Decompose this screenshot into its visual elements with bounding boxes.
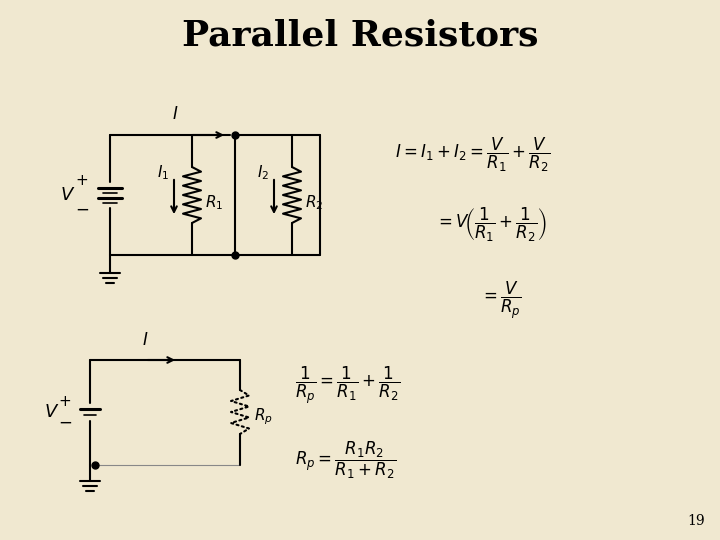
Text: $-$: $-$ (75, 200, 89, 218)
Text: $R_2$: $R_2$ (305, 194, 323, 212)
Text: $I_1$: $I_1$ (157, 164, 169, 183)
Text: $R_p = \dfrac{R_1 R_2}{R_1 + R_2}$: $R_p = \dfrac{R_1 R_2}{R_1 + R_2}$ (295, 440, 396, 481)
Text: $R_1$: $R_1$ (205, 194, 223, 212)
Text: Parallel Resistors: Parallel Resistors (181, 18, 539, 52)
Text: $+$: $+$ (58, 395, 71, 409)
Text: $I$: $I$ (142, 332, 148, 349)
Text: $= V\!\left(\dfrac{1}{R_1} + \dfrac{1}{R_2}\right)$: $= V\!\left(\dfrac{1}{R_1} + \dfrac{1}{R… (435, 206, 547, 244)
Text: $V$: $V$ (60, 186, 76, 204)
Text: $I = I_1 + I_2 = \dfrac{V}{R_1} + \dfrac{V}{R_2}$: $I = I_1 + I_2 = \dfrac{V}{R_1} + \dfrac… (395, 136, 550, 174)
Text: $V$: $V$ (45, 403, 60, 421)
Text: $-$: $-$ (58, 414, 72, 430)
Text: $= \dfrac{V}{R_p}$: $= \dfrac{V}{R_p}$ (480, 279, 522, 321)
Text: $I$: $I$ (172, 106, 179, 123)
Text: 19: 19 (688, 514, 705, 528)
Text: $+$: $+$ (76, 174, 89, 188)
Text: $R_p$: $R_p$ (254, 407, 273, 427)
Text: $I_2$: $I_2$ (257, 164, 269, 183)
Text: $\dfrac{1}{R_p} = \dfrac{1}{R_1} + \dfrac{1}{R_2}$: $\dfrac{1}{R_p} = \dfrac{1}{R_1} + \dfra… (295, 364, 400, 406)
